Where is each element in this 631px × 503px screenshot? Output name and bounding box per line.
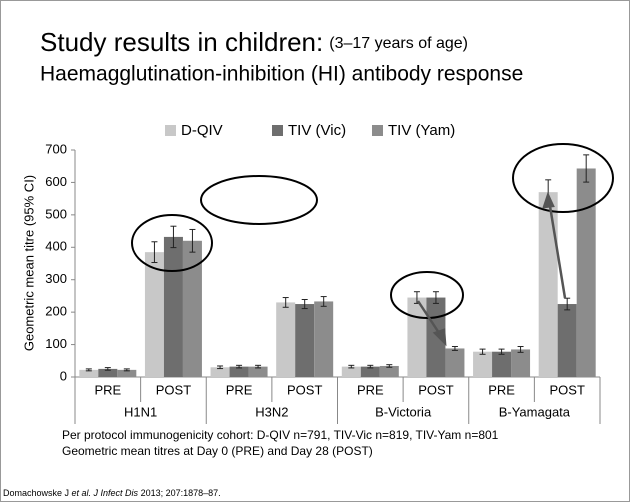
title-note: (3–17 years of age) [329, 35, 468, 52]
group-label: B-Yamagata [499, 404, 571, 419]
bar [276, 302, 296, 377]
y-tick-label: 500 [45, 206, 67, 221]
x-tick-label: PRE [94, 382, 121, 397]
x-tick-label: POST [418, 382, 453, 397]
bar [79, 369, 99, 377]
bar [379, 365, 399, 377]
citation-ref: 2013; 207:1878–87. [138, 488, 221, 498]
bar [557, 304, 577, 377]
arrow-head [432, 328, 447, 347]
citation: Domachowske J et al. J Infect Dis 2013; … [3, 488, 221, 498]
legend-label: TIV (Yam) [388, 122, 455, 139]
x-tick-label: PRE [488, 382, 515, 397]
x-tick-label: POST [549, 382, 584, 397]
bar [576, 168, 596, 377]
y-tick-label: 400 [45, 239, 67, 254]
annotations [131, 143, 614, 319]
y-tick-label: 0 [60, 368, 67, 383]
citation-journal: et al. J Infect Dis [72, 488, 139, 498]
legend-swatch [272, 125, 283, 136]
arrows [416, 191, 567, 347]
legend-swatch [372, 125, 383, 136]
bar [163, 236, 183, 377]
bar [341, 366, 361, 377]
y-tick-label: 100 [45, 336, 67, 351]
bar [360, 366, 380, 377]
note: Per protocol immunogenicity cohort: D-QI… [62, 428, 499, 442]
x-tick-label: PRE [226, 382, 253, 397]
bar [210, 367, 230, 377]
highlight-ellipse [131, 214, 213, 272]
legend-label: D-QIV [181, 122, 223, 139]
bar [314, 301, 334, 377]
bar [248, 366, 268, 377]
highlight-ellipse [200, 175, 318, 225]
bar [492, 351, 512, 377]
x-tick-label: POST [287, 382, 322, 397]
y-tick-label: 200 [45, 304, 67, 319]
arrow-head [542, 191, 555, 209]
bar [98, 368, 118, 377]
y-tick-label: 700 [45, 141, 67, 156]
bar [295, 304, 315, 377]
y-tick-label: 600 [45, 174, 67, 189]
title-main: Study results in children: [40, 27, 323, 57]
y-tick-label: 300 [45, 271, 67, 286]
arrow [547, 199, 567, 299]
title: Study results in children: (3–17 years of… [40, 27, 468, 57]
subtitle: Haemagglutination-inhibition (HI) antibo… [40, 63, 523, 86]
group-label: H1N1 [124, 404, 157, 419]
bar [144, 252, 164, 377]
bar [117, 369, 137, 377]
highlight-ellipse [390, 271, 464, 319]
legend-swatch [165, 125, 176, 136]
x-tick-label: PRE [357, 382, 384, 397]
bar [182, 240, 202, 377]
x-tick-label: POST [156, 382, 191, 397]
legend-label: TIV (Vic) [288, 122, 346, 139]
bar [445, 348, 465, 377]
y-axis-label: Geometric mean titre (95% CI) [21, 175, 36, 351]
bar [538, 192, 558, 377]
bar [229, 366, 249, 377]
bar [511, 349, 531, 377]
citation-author: Domachowske J [3, 488, 72, 498]
group-label: H3N2 [255, 404, 288, 419]
group-label: B-Victoria [375, 404, 432, 419]
highlight-ellipse [512, 143, 614, 213]
note: Geometric mean titres at Day 0 (PRE) and… [62, 444, 373, 458]
bar [473, 351, 493, 377]
